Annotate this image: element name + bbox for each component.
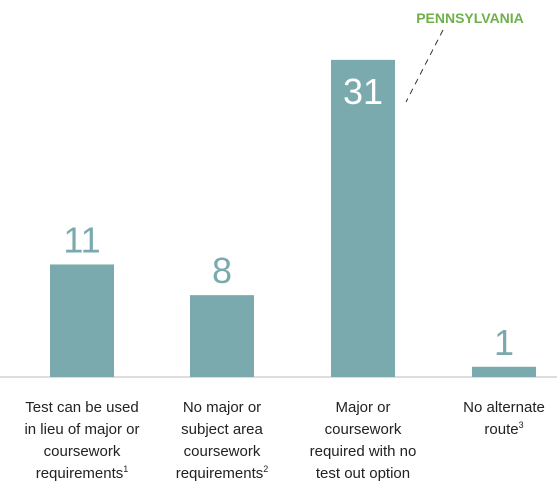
bar bbox=[190, 295, 254, 377]
bar bbox=[472, 366, 536, 377]
category-text: Major or coursework required with no tes… bbox=[309, 399, 417, 482]
x-tick-label: No major or subject area coursework requ… bbox=[161, 397, 283, 485]
x-tick-label: Major or coursework required with no tes… bbox=[302, 397, 424, 485]
category-text: No alternate route bbox=[463, 399, 545, 438]
footnote-mark: 3 bbox=[518, 420, 524, 430]
value-label: 1 bbox=[494, 322, 514, 363]
footnote-mark: 1 bbox=[123, 464, 129, 474]
value-label: 8 bbox=[212, 250, 232, 291]
annotation: PENNSYLVANIA bbox=[416, 10, 524, 26]
annotation-leader bbox=[405, 29, 444, 103]
bar bbox=[50, 264, 114, 377]
bar bbox=[331, 59, 395, 378]
x-tick-label: Test can be used in lieu of major or cou… bbox=[21, 397, 143, 485]
category-text: No major or subject area coursework requ… bbox=[175, 399, 264, 482]
footnote-mark: 2 bbox=[263, 464, 269, 474]
value-label: 11 bbox=[63, 219, 100, 260]
x-tick-label: No alternate route3 bbox=[454, 397, 554, 441]
value-label: 31 bbox=[343, 71, 383, 112]
category-text: Test can be used in lieu of major or cou… bbox=[24, 399, 140, 482]
